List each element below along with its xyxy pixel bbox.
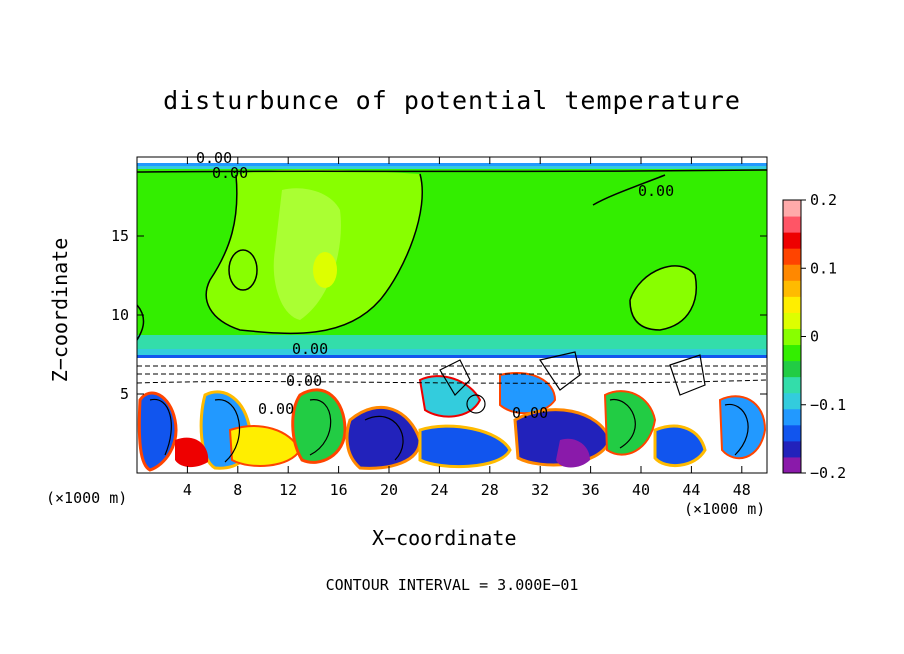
- eddy-6: [418, 375, 482, 418]
- colorbar-swatch: [783, 392, 801, 410]
- x-tick-label: 8: [233, 481, 242, 499]
- colorbar-swatch: [783, 232, 801, 249]
- heatmap-field: [137, 157, 767, 473]
- colorbar-swatch: [783, 344, 801, 362]
- contour-interval-note: CONTOUR INTERVAL = 3.000E−01: [325, 576, 579, 594]
- contour-label: 0.00: [512, 404, 548, 422]
- field-top-band-blue: [137, 163, 767, 166]
- field-inversion-blue: [137, 355, 767, 358]
- eddy-12: [653, 424, 707, 468]
- eddy-14: [175, 437, 209, 468]
- colorbar-tick-label: −0.1: [810, 396, 846, 414]
- x-tick-label: 48: [733, 481, 751, 499]
- contour-label: 0.00: [258, 400, 294, 418]
- contour-zero-upper: [205, 173, 423, 335]
- eddy-4: [291, 388, 347, 464]
- colorbar-swatch: [783, 200, 801, 217]
- colorbar-swatch: [783, 424, 801, 442]
- eddy-7: [418, 424, 512, 468]
- colorbar-swatch: [783, 312, 801, 329]
- colorbar-swatch: [783, 440, 801, 458]
- colorbar-swatch: [783, 296, 801, 313]
- colorbar-swatch: [783, 248, 801, 265]
- x-axis-label: X−coordinate: [372, 526, 517, 550]
- y-tick-label: 10: [111, 306, 129, 324]
- x-tick-label: 36: [582, 481, 600, 499]
- x-tick-label: 20: [380, 481, 398, 499]
- y-tick-label: 5: [120, 385, 129, 403]
- colorbar: 0.2 0.1 0 −0.1 −0.2: [782, 191, 846, 482]
- contour-label: 0.00: [196, 149, 232, 167]
- contour-top: [137, 169, 767, 173]
- contour-zero-right: [629, 265, 697, 331]
- colorbar-swatch: [783, 376, 801, 394]
- colorbar-swatch: [783, 216, 801, 233]
- x-tick-label: 32: [531, 481, 549, 499]
- field-transition-teal: [137, 335, 767, 349]
- contour-closed-1: [228, 249, 258, 291]
- x-tick-label: 4: [183, 481, 192, 499]
- contour-dashed-3: [137, 379, 767, 384]
- x-tick-label: 40: [632, 481, 650, 499]
- contour-label: 0.00: [638, 182, 674, 200]
- x-tick-label: 16: [330, 481, 348, 499]
- contour-label: 0.00: [286, 372, 322, 390]
- field-warm-patch-right: [630, 265, 697, 330]
- field-transition-cyan: [137, 349, 767, 355]
- eddy-11: [603, 390, 657, 456]
- x-tick-label: 24: [430, 481, 448, 499]
- x-tick-label: 28: [481, 481, 499, 499]
- colorbar-tick-label: 0.1: [810, 259, 837, 277]
- x-unit-label-left: (×1000 m): [46, 489, 128, 507]
- field-warm-spot: [313, 252, 337, 288]
- x-tick-label: 44: [682, 481, 700, 499]
- contour-clusters: [439, 351, 706, 396]
- colorbar-swatch: [783, 360, 801, 378]
- y-tick-label: 15: [111, 227, 129, 245]
- contour-closed-2: [466, 394, 486, 414]
- colorbar-tick-label: 0.2: [810, 191, 837, 209]
- field-top-band: [137, 157, 767, 163]
- colorbar-tick-label: −0.2: [810, 464, 846, 482]
- contour-labels: 0.000.000.000.000.00 0.000.00: [196, 149, 674, 422]
- chart-title: disturbunce of potential temperature: [163, 86, 741, 115]
- eddy-10: [556, 438, 590, 468]
- contour-label: 0.00: [292, 340, 328, 358]
- colorbar-tick-label: 0: [810, 328, 819, 346]
- eddy-13: [718, 395, 767, 460]
- contour-streak: [592, 174, 666, 206]
- contour-label: 0.00: [212, 164, 248, 182]
- contour-eddies: [149, 398, 749, 463]
- x-tick-label: 12: [279, 481, 297, 499]
- x-unit-label-right: (×1000 m): [684, 500, 766, 518]
- colorbar-swatch: [783, 264, 801, 281]
- x-axis: 4 8 12 16 20 24 28 32 36 40 44 48: [183, 157, 751, 499]
- field-top-band-cyan: [137, 166, 767, 169]
- y-axis-label: Z−coordinate: [48, 237, 72, 383]
- colorbar-swatch: [783, 456, 801, 474]
- y-axis: 5 10 15: [111, 227, 767, 403]
- colorbar-swatch: [783, 328, 801, 346]
- colorbar-swatch: [783, 408, 801, 426]
- colorbar-swatch: [783, 280, 801, 297]
- contour-left-edge: [137, 304, 145, 341]
- eddy-5: [345, 405, 422, 470]
